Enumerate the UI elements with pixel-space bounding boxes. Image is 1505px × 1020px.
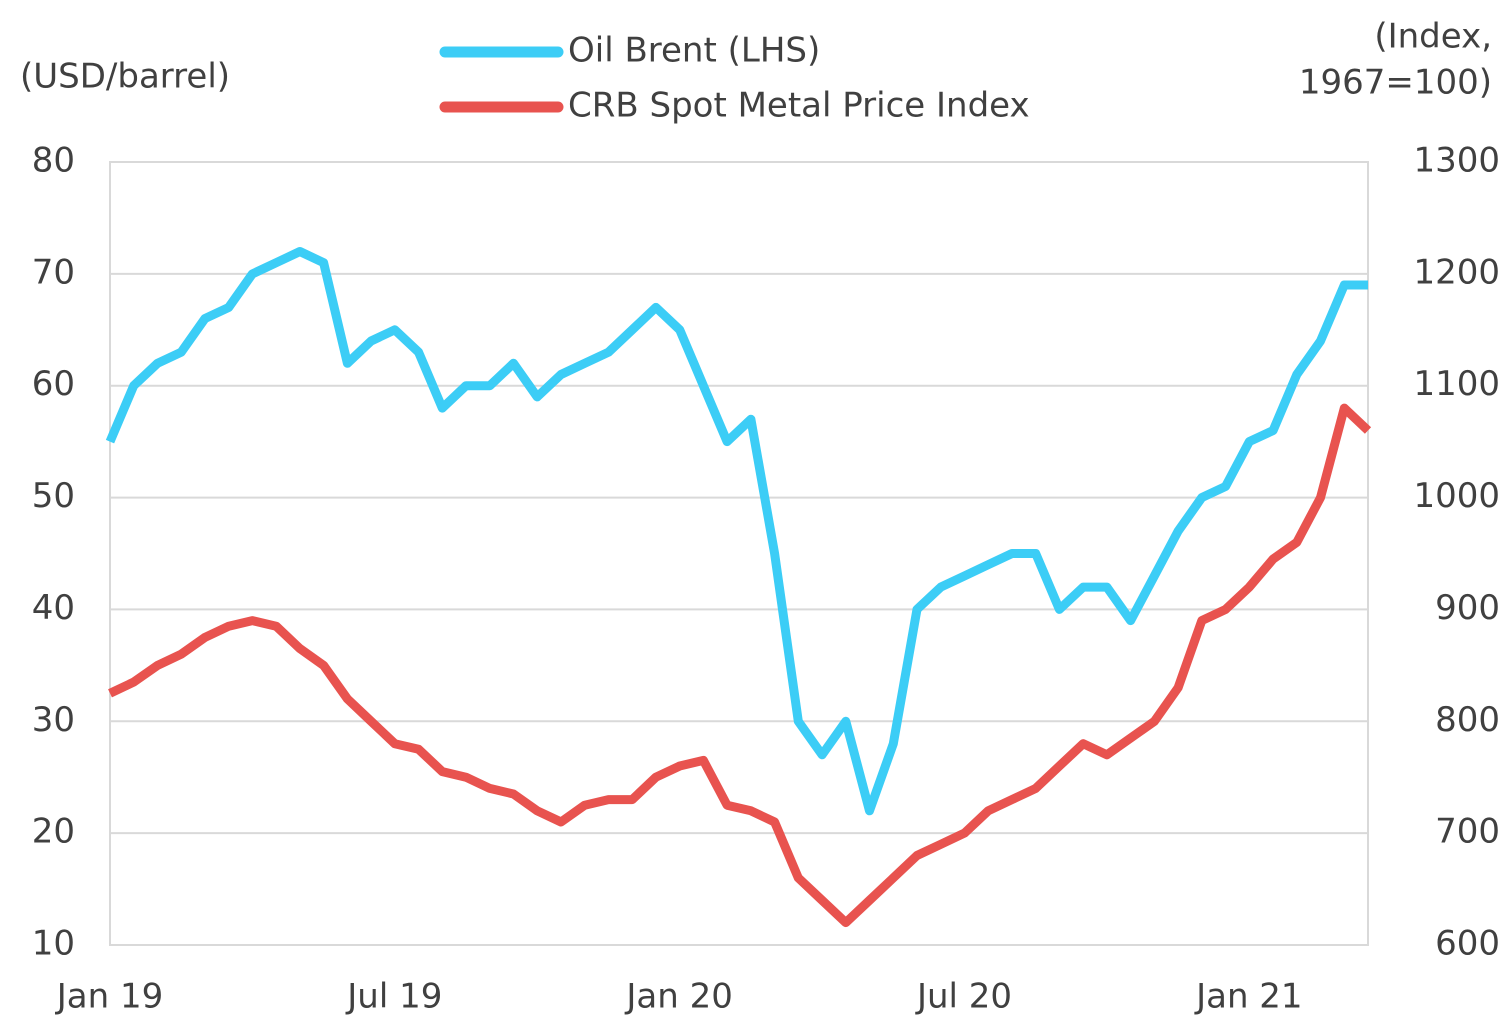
y2-tick-label: 600 — [1435, 924, 1500, 964]
plot-border — [109, 161, 1369, 946]
legend-label: Oil Brent (LHS) — [568, 31, 820, 71]
y-tick-label: 20 — [32, 812, 75, 852]
line-series — [108, 403, 1372, 928]
y2-axis-label: (Index, — [1374, 17, 1492, 57]
y2-tick-label: 900 — [1435, 588, 1500, 628]
x-tick-label: Jan 19 — [55, 977, 163, 1017]
y-tick-label: 40 — [32, 588, 75, 628]
y-tick-label: 10 — [32, 924, 75, 964]
x-tick-label: Jan 21 — [1194, 977, 1302, 1017]
y-axis-label: (USD/barrel) — [20, 57, 230, 97]
y-tick-label: 50 — [32, 476, 75, 516]
y2-tick-label: 800 — [1435, 700, 1500, 740]
y2-axis-label: 1967=100) — [1299, 63, 1492, 103]
y2-tick-label: 700 — [1435, 812, 1500, 852]
line-series — [105, 247, 1368, 816]
y-tick-label: 30 — [32, 700, 75, 740]
y-tick-label: 70 — [32, 252, 75, 292]
y2-tick-label: 1300 — [1413, 141, 1500, 181]
legend-label: CRB Spot Metal Price Index — [568, 86, 1030, 126]
x-tick-label: Jan 20 — [624, 977, 732, 1017]
y-tick-label: 60 — [32, 364, 75, 404]
y2-tick-label: 1100 — [1413, 364, 1500, 404]
x-tick-label: Jul 19 — [345, 977, 442, 1017]
y2-tick-label: 1200 — [1413, 252, 1500, 292]
y-tick-label: 80 — [32, 141, 75, 181]
y2-tick-label: 1000 — [1413, 476, 1500, 516]
x-tick-label: Jul 20 — [915, 977, 1012, 1017]
